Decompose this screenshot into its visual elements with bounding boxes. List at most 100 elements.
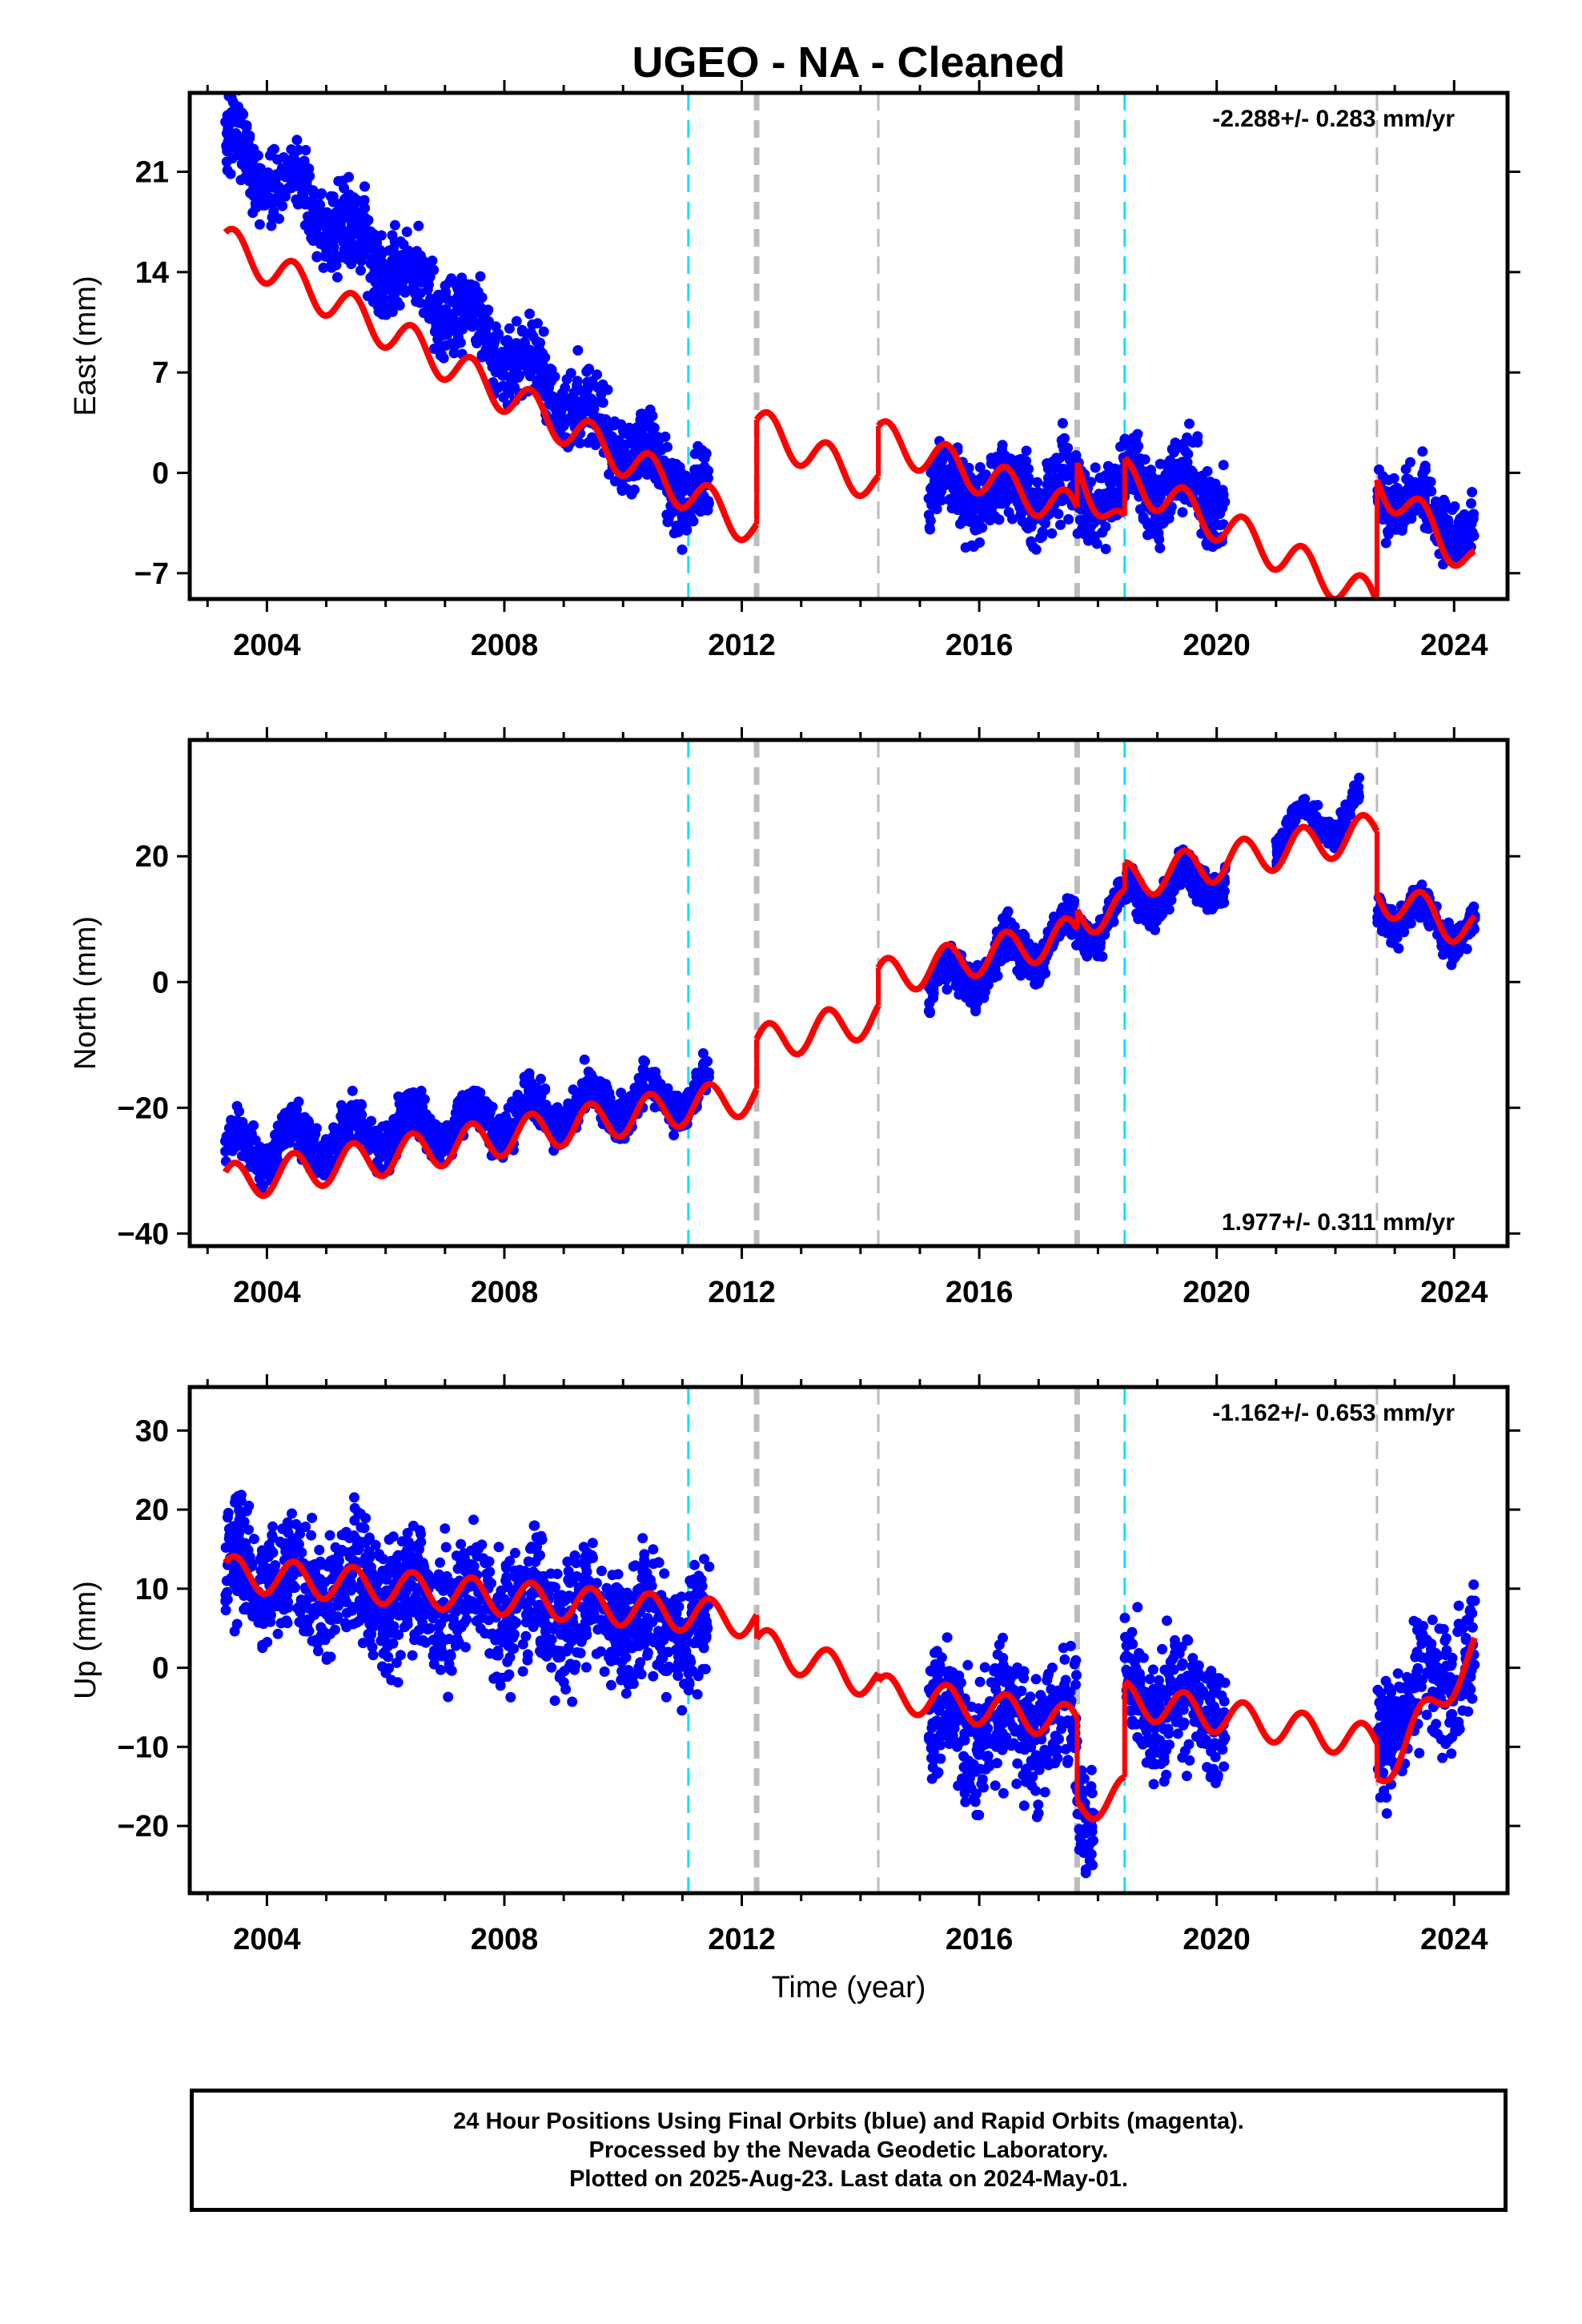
- data-point: [1009, 921, 1020, 932]
- data-point: [1023, 938, 1034, 949]
- model-curve: [876, 418, 1081, 520]
- data-point: [612, 445, 624, 456]
- data-point: [1084, 524, 1095, 535]
- data-point: [519, 1078, 530, 1089]
- data-point: [529, 364, 540, 375]
- data-point: [1058, 464, 1069, 474]
- data-point: [635, 1080, 645, 1092]
- data-point: [225, 168, 236, 179]
- data-point: [1092, 951, 1103, 962]
- data-point: [1193, 879, 1204, 890]
- data-point: [942, 971, 953, 983]
- data-point: [1146, 464, 1157, 476]
- data-point: [320, 1134, 331, 1145]
- data-point: [970, 524, 981, 535]
- y-tick-label: 7: [152, 356, 169, 390]
- data-point: [1201, 893, 1212, 904]
- data-point: [1178, 438, 1190, 449]
- data-point: [475, 317, 486, 328]
- data-point: [588, 1074, 599, 1085]
- data-point: [1032, 476, 1043, 488]
- data-point: [345, 1112, 356, 1123]
- data-point: [418, 308, 429, 319]
- y-tick-label: 0: [152, 456, 169, 490]
- data-point: [1192, 431, 1203, 442]
- data-point: [1100, 521, 1111, 533]
- data-point: [270, 1129, 281, 1140]
- data-point: [1018, 464, 1030, 476]
- data-point: [1391, 482, 1403, 493]
- data-point: [557, 388, 568, 400]
- x-tick-label: 2004: [233, 629, 301, 662]
- data-point: [572, 376, 583, 387]
- data-point: [602, 384, 613, 396]
- data-point: [927, 481, 938, 493]
- data-point: [673, 526, 684, 537]
- data-point: [536, 1073, 546, 1084]
- data-point: [306, 232, 317, 243]
- data-point: [1030, 979, 1041, 990]
- data-point: [312, 1150, 323, 1161]
- data-point: [661, 1085, 673, 1096]
- data-point: [373, 254, 384, 265]
- data-point: [663, 513, 674, 525]
- data-point: [277, 200, 288, 211]
- data-point: [1001, 915, 1012, 926]
- data-point: [1021, 456, 1032, 467]
- data-point: [266, 220, 277, 231]
- data-point: [241, 129, 252, 140]
- data-point: [281, 184, 292, 195]
- data-point: [997, 942, 1008, 953]
- data-point: [580, 1080, 591, 1092]
- data-point: [490, 364, 501, 376]
- data-point: [669, 1130, 680, 1140]
- data-point: [1277, 830, 1288, 841]
- data-point: [985, 510, 996, 521]
- data-point: [583, 1066, 594, 1077]
- data-point: [478, 328, 489, 340]
- data-point: [455, 337, 466, 348]
- data-point: [532, 318, 543, 329]
- data-point: [508, 1100, 520, 1111]
- data-point: [365, 1125, 376, 1136]
- data-point: [1167, 460, 1178, 472]
- data-point: [254, 1173, 265, 1184]
- data-point: [677, 544, 688, 555]
- data-point: [966, 509, 978, 520]
- data-point: [528, 1084, 539, 1096]
- data-point: [639, 1067, 650, 1077]
- data-point: [484, 319, 495, 330]
- data-point: [414, 1099, 425, 1110]
- data-point: [1068, 899, 1079, 911]
- data-point: [1051, 452, 1062, 464]
- data-point: [1049, 460, 1060, 472]
- data-point: [1000, 497, 1011, 509]
- data-point: [1219, 897, 1230, 908]
- data-point: [389, 219, 400, 231]
- data-point: [400, 285, 412, 296]
- data-point: [1029, 947, 1040, 958]
- data-point: [533, 1092, 544, 1104]
- data-point: [571, 397, 582, 408]
- data-point: [311, 251, 323, 262]
- data-point: [944, 957, 955, 968]
- data-point: [476, 292, 488, 303]
- data-point: [345, 235, 356, 246]
- data-point: [697, 1047, 709, 1059]
- data-point: [415, 297, 426, 308]
- data-point: [232, 117, 243, 128]
- data-point: [262, 1166, 273, 1177]
- data-point: [404, 255, 415, 267]
- data-point: [424, 271, 436, 283]
- data-point: [1158, 896, 1169, 907]
- data-point: [950, 967, 962, 978]
- data-point: [241, 1145, 252, 1156]
- data-point: [519, 337, 530, 348]
- data-point: [592, 412, 604, 424]
- data-point: [942, 468, 954, 479]
- data-point: [592, 1089, 604, 1100]
- data-point: [428, 344, 440, 354]
- data-point: [365, 226, 376, 237]
- data-point: [261, 1156, 272, 1168]
- data-point: [357, 197, 367, 207]
